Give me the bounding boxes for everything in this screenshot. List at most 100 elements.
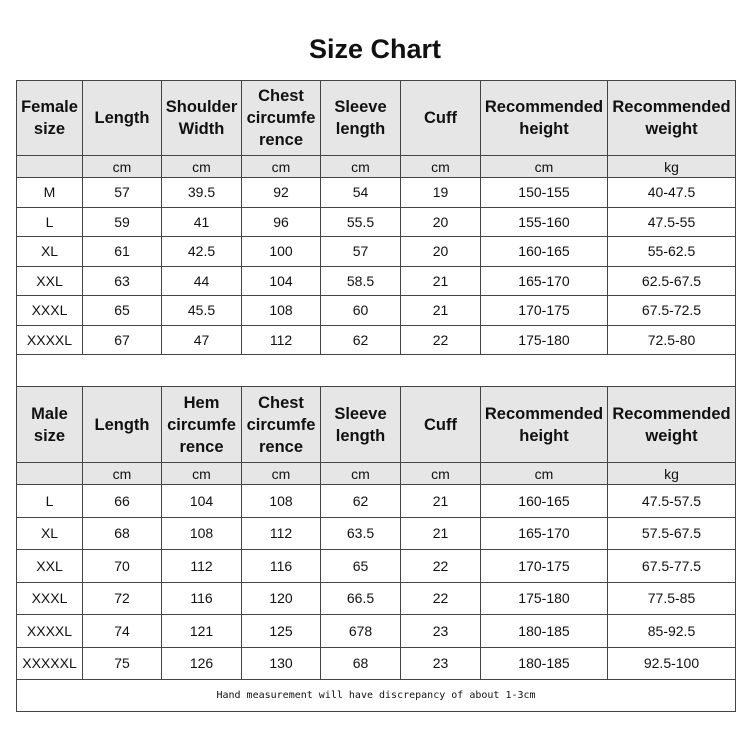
male-table-row-cell: 125 — [241, 614, 321, 648]
male-header-row-cell: Hem circumfe rence — [161, 386, 242, 463]
female-unit-row-cell: kg — [607, 155, 736, 178]
male-unit-row-cell: cm — [161, 462, 242, 485]
female-table-row: XXXL 65 45.5 108 60 21 170-175 67.5-72.5 — [16, 295, 736, 326]
female-table-row-cell: 58.5 — [320, 265, 401, 296]
male-unit-row-cell: cm — [480, 462, 608, 485]
female-table-row-cell: 150-155 — [480, 177, 608, 208]
page-title: Size Chart — [308, 34, 442, 64]
section-spacer — [16, 354, 736, 387]
note-row: Hand measurement will have discrepancy o… — [16, 679, 736, 712]
male-table-row-cell: 108 — [161, 516, 242, 550]
male-table-row-cell: 68 — [82, 516, 162, 550]
female-table-row-cell: XL — [16, 236, 83, 267]
female-table-row-cell: XXXL — [16, 295, 83, 326]
female-table-row-cell: 165-170 — [480, 265, 608, 296]
female-table-row: XXXXL 67 47 112 62 22 175-180 72.5-80 — [16, 324, 736, 355]
male-unit-row-cell: cm — [400, 462, 481, 485]
female-table-row-cell: 57 — [82, 177, 162, 208]
female-table-row: XXL 63 44 104 58.5 21 165-170 62.5-67.5 — [16, 265, 736, 296]
male-header-row-cell: Recommended weight — [607, 386, 736, 463]
male-table-row-cell: 116 — [241, 549, 321, 583]
male-table-row-cell: 108 — [241, 484, 321, 518]
male-table-row-cell: 180-185 — [480, 614, 608, 648]
female-table-row-cell: 61 — [82, 236, 162, 267]
female-header-row-cell: Chest circumfe rence — [241, 80, 321, 156]
female-table-row-cell: 100 — [241, 236, 321, 267]
male-table-row-cell: XXXL — [16, 581, 83, 615]
female-table-row-cell: 96 — [241, 206, 321, 237]
male-table-row-cell: 121 — [161, 614, 242, 648]
male-table-row-cell: 66 — [82, 484, 162, 518]
female-header-row-cell: Shoulder Width — [161, 80, 242, 156]
female-unit-row-cell: cm — [82, 155, 162, 178]
male-table-row: XXL 70 112 116 65 22 170-175 67.5-77.5 — [16, 549, 736, 583]
female-table-row-cell: 67 — [82, 324, 162, 355]
male-table-row-cell: 47.5-57.5 — [607, 484, 736, 518]
male-table-row-cell: 74 — [82, 614, 162, 648]
female-header-row-cell: Recommended height — [480, 80, 608, 156]
female-table-row: M 57 39.5 92 54 19 150-155 40-47.5 — [16, 177, 736, 208]
female-table-row-cell: 104 — [241, 265, 321, 296]
female-table-row: L 59 41 96 55.5 20 155-160 47.5-55 — [16, 206, 736, 237]
female-table-row-cell: 59 — [82, 206, 162, 237]
female-table-row: XL 61 42.5 100 57 20 160-165 55-62.5 — [16, 236, 736, 267]
female-table-row-cell: 175-180 — [480, 324, 608, 355]
female-unit-row: cm cm cm cm cm cm kg — [16, 155, 736, 178]
female-unit-row-cell: cm — [320, 155, 401, 178]
measurement-note: Hand measurement will have discrepancy o… — [16, 679, 736, 712]
male-table-row-cell: 23 — [400, 646, 481, 680]
male-table-row-cell: 180-185 — [480, 646, 608, 680]
male-table-row: XL 68 108 112 63.5 21 165-170 57.5-67.5 — [16, 516, 736, 550]
female-table-row-cell: 54 — [320, 177, 401, 208]
female-table-row-cell: 21 — [400, 265, 481, 296]
male-unit-row-cell: cm — [82, 462, 162, 485]
female-header-row-cell: Cuff — [400, 80, 481, 156]
female-table-row-cell: 67.5-72.5 — [607, 295, 736, 326]
male-table-row-cell: 67.5-77.5 — [607, 549, 736, 583]
male-table-row-cell: 21 — [400, 516, 481, 550]
female-table-row-cell: 60 — [320, 295, 401, 326]
female-table-row-cell: 41 — [161, 206, 242, 237]
male-table-row-cell: 21 — [400, 484, 481, 518]
male-header-row-cell: Length — [82, 386, 162, 463]
male-table-row-cell: XXXXL — [16, 614, 83, 648]
female-table-row-cell: 21 — [400, 295, 481, 326]
female-table-row-cell: 42.5 — [161, 236, 242, 267]
male-table-row: XXXXL 74 121 125 678 23 180-185 85-92.5 — [16, 614, 736, 648]
male-table-row-cell: 112 — [161, 549, 242, 583]
male-table-row-cell: 170-175 — [480, 549, 608, 583]
male-table-row-cell: 165-170 — [480, 516, 608, 550]
male-table-row-cell: 68 — [320, 646, 401, 680]
male-header-row-cell: Chest circumfe rence — [241, 386, 321, 463]
male-table-row-cell: 77.5-85 — [607, 581, 736, 615]
male-table-row-cell: 22 — [400, 549, 481, 583]
female-table-row-cell: 55-62.5 — [607, 236, 736, 267]
female-table-row-cell: 155-160 — [480, 206, 608, 237]
male-unit-row: cm cm cm cm cm cm kg — [16, 462, 736, 485]
male-table-row-cell: 75 — [82, 646, 162, 680]
female-header-row-cell: Recommended weight — [607, 80, 736, 156]
female-header-row-cell: Female size — [16, 80, 83, 156]
female-table-row-cell: 55.5 — [320, 206, 401, 237]
female-table-row-cell: 45.5 — [161, 295, 242, 326]
male-table-row-cell: 116 — [161, 581, 242, 615]
male-table-row-cell: 120 — [241, 581, 321, 615]
female-table-row-cell: 44 — [161, 265, 242, 296]
female-header-row: Female size Length Shoulder Width Chest cir… — [16, 80, 736, 156]
male-table-row-cell: 112 — [241, 516, 321, 550]
size-chart-table: Female size Length Shoulder Width Chest cir… — [16, 80, 736, 712]
male-table-row-cell: 678 — [320, 614, 401, 648]
male-header-row-cell: Sleeve length — [320, 386, 401, 463]
female-header-row-cell: Sleeve length — [320, 80, 401, 156]
female-unit-row-cell — [16, 155, 83, 178]
female-table-row-cell: 112 — [241, 324, 321, 355]
female-table-row-cell: 63 — [82, 265, 162, 296]
male-table-row-cell: 65 — [320, 549, 401, 583]
female-unit-row-cell: cm — [480, 155, 608, 178]
male-table-row-cell: XL — [16, 516, 83, 550]
male-table-row-cell: 175-180 — [480, 581, 608, 615]
male-table-row-cell: 63.5 — [320, 516, 401, 550]
male-table-row-cell: 130 — [241, 646, 321, 680]
male-header-row-cell: Recommended height — [480, 386, 608, 463]
male-table-row-cell: 66.5 — [320, 581, 401, 615]
